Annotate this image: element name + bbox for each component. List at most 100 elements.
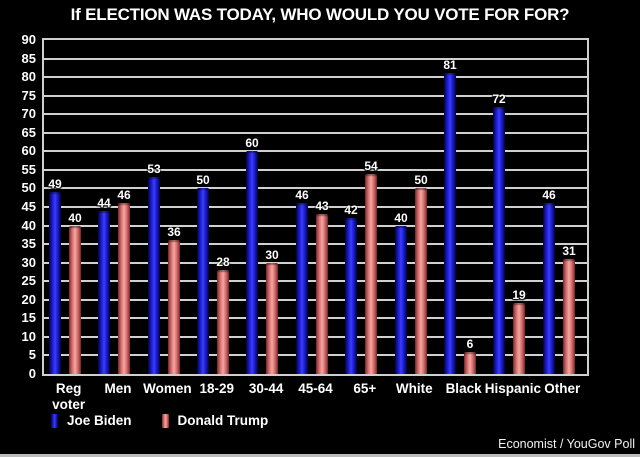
- bar-trump: [513, 303, 525, 374]
- bar-value-label: 19: [512, 288, 526, 302]
- bar-value-label: 50: [196, 173, 210, 187]
- bar-trump: [316, 214, 328, 374]
- x-category-label: Reg voter: [52, 381, 86, 412]
- y-tick-label: 70: [21, 106, 36, 122]
- grid-line: [44, 76, 587, 79]
- y-tick-label: 50: [21, 180, 36, 196]
- bar-biden: [148, 177, 160, 374]
- bar-value-label: 44: [97, 196, 111, 210]
- chart-title: If ELECTION WAS TODAY, WHO WOULD YOU VOT…: [70, 5, 570, 24]
- grid-line: [44, 243, 587, 246]
- bar-value-label: 6: [466, 337, 474, 351]
- bar-biden: [246, 151, 258, 374]
- bar-value-label: 46: [117, 188, 131, 202]
- grid-line: [44, 187, 587, 190]
- x-category-label: 18-29: [199, 381, 235, 396]
- y-tick-label: 65: [21, 124, 36, 140]
- bar-value-label: 81: [443, 58, 457, 72]
- bar-biden: [296, 203, 308, 374]
- bar-biden: [49, 192, 61, 374]
- bar-value-label: 46: [542, 188, 556, 202]
- y-tick-label: 20: [21, 291, 36, 307]
- grid-line: [44, 168, 587, 171]
- legend-label: Joe Biden: [67, 413, 132, 428]
- grid-line: [44, 261, 587, 264]
- x-category-label: 30-44: [248, 381, 284, 396]
- y-tick-label: 85: [21, 50, 36, 66]
- bottom-border: [0, 454, 640, 457]
- bar-value-label: 42: [344, 203, 358, 217]
- legend-item: Donald Trump: [161, 413, 269, 428]
- grid-line: [44, 206, 587, 208]
- bar-trump: [365, 174, 377, 374]
- bar-value-label: 40: [394, 211, 408, 225]
- bar-biden: [493, 107, 505, 374]
- y-tick-label: 60: [21, 143, 36, 159]
- bar-value-label: 49: [48, 177, 62, 191]
- grid-line: [44, 317, 587, 320]
- x-category-label: 65+: [353, 381, 377, 396]
- bar-value-label: 30: [265, 248, 279, 262]
- x-category-label: Men: [104, 381, 132, 396]
- bar-trump: [563, 259, 575, 374]
- grid-line: [44, 335, 587, 338]
- legend: Joe Biden Donald Trump: [51, 413, 298, 428]
- bar-biden: [395, 226, 407, 374]
- legend-item: Joe Biden: [51, 413, 132, 428]
- y-tick-label: 5: [28, 347, 36, 363]
- bar-value-label: 43: [315, 199, 329, 213]
- legend-swatch-trump: [161, 413, 169, 428]
- bar-biden: [197, 188, 209, 374]
- x-category-label: White: [395, 381, 433, 396]
- bar-value-label: 54: [364, 159, 378, 173]
- bar-value-label: 72: [492, 92, 506, 106]
- x-category-label: 45-64: [298, 381, 333, 396]
- y-tick-label: 80: [21, 69, 36, 85]
- bar-trump: [69, 226, 81, 374]
- x-category-label: Women: [143, 381, 192, 396]
- bar-value-label: 36: [167, 225, 181, 239]
- bar-value-label: 50: [414, 173, 428, 187]
- x-category-label: Hispanic: [484, 381, 542, 396]
- grid-line: [44, 94, 587, 97]
- legend-swatch-biden: [51, 413, 58, 428]
- y-tick-label: 35: [21, 236, 36, 252]
- bar-biden: [345, 218, 357, 374]
- y-tick-label: 75: [21, 87, 36, 103]
- y-tick-label: 15: [21, 310, 36, 326]
- bar-value-label: 53: [147, 162, 161, 176]
- y-tick-label: 45: [21, 199, 36, 214]
- bar-biden: [444, 73, 456, 374]
- bar-trump: [266, 263, 278, 374]
- y-tick-label: 0: [28, 366, 36, 381]
- bar-trump: [464, 352, 476, 374]
- x-category-label: Other: [544, 381, 581, 396]
- y-tick-label: 55: [21, 161, 36, 177]
- y-tick-label: 40: [21, 217, 36, 233]
- grid-line: [44, 224, 587, 227]
- x-category-label: Black: [445, 381, 482, 396]
- bar-biden: [543, 203, 555, 374]
- y-tick-label: 30: [21, 254, 36, 270]
- plot-area: 49 40 44 46 53 36 50 28 60 30 46 43 42 54 40 50 81 6 72 19 4…: [42, 38, 589, 376]
- y-tick-label: 90: [21, 32, 36, 47]
- grid-line: [44, 354, 587, 357]
- grid-line: [44, 280, 587, 283]
- y-tick-label: 10: [21, 328, 36, 344]
- bar-trump: [415, 188, 427, 374]
- credit-text: Economist / YouGov Poll: [498, 437, 635, 451]
- grid-line: [44, 57, 587, 60]
- bar-trump: [118, 203, 130, 374]
- bar-trump: [217, 270, 229, 374]
- grid-line: [44, 131, 587, 134]
- grid-line: [44, 150, 587, 153]
- bar-value-label: 40: [68, 211, 82, 225]
- grid-line: [44, 113, 587, 116]
- bar-value-label: 31: [562, 244, 576, 258]
- bar-trump: [168, 240, 180, 374]
- bar-value-label: 60: [245, 136, 259, 150]
- legend-label: Donald Trump: [177, 413, 269, 428]
- bar-biden: [98, 211, 110, 374]
- grid-line: [44, 298, 587, 301]
